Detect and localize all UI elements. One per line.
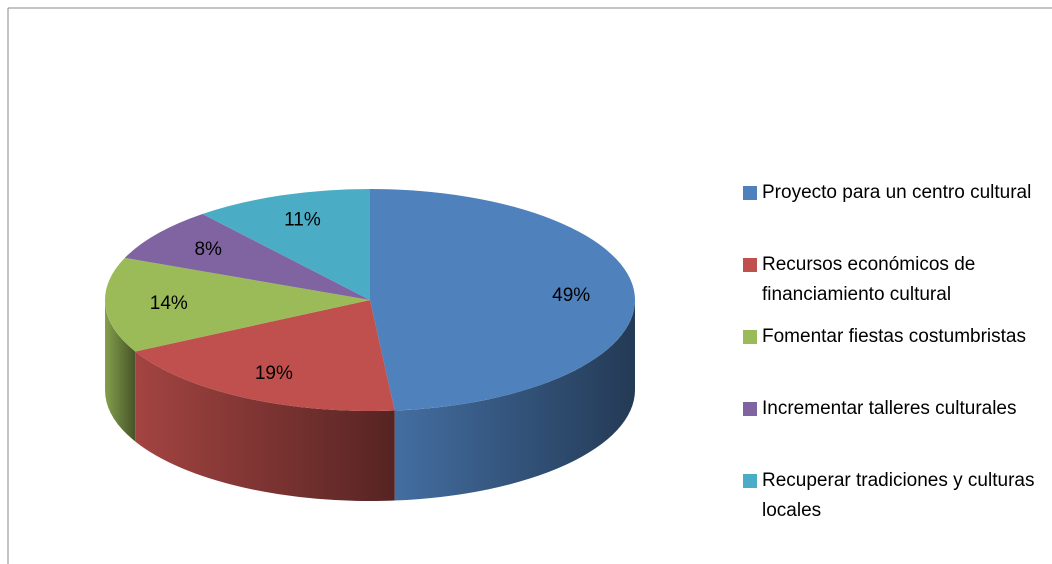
data-label: 19% (255, 363, 293, 384)
pie-side (105, 300, 136, 442)
pie-slice (135, 300, 395, 412)
pie-slice (124, 213, 370, 300)
legend-entry: Recursos económicos de financiamiento cu… (762, 254, 976, 305)
data-label: 8% (194, 239, 222, 260)
legend-label: Fomentar fiestas costumbristas (762, 326, 1026, 347)
legend-label: Proyecto para un centro cultural (762, 182, 1032, 203)
pie-slice (105, 257, 370, 352)
pie-side (135, 351, 395, 501)
legend-entry: Incrementar talleres culturales (762, 398, 1017, 419)
legend-label: Recuperar tradiciones y culturas locales (762, 470, 1035, 521)
data-label: 14% (150, 293, 188, 314)
legend-entry: Proyecto para un centro cultural (762, 182, 1032, 203)
legend-entry: Fomentar fiestas costumbristas (762, 326, 1026, 347)
legend-swatch (743, 402, 757, 416)
pie-side (394, 300, 635, 501)
data-label: 49% (552, 285, 590, 306)
legend-swatch (743, 474, 757, 488)
legend-label: Recursos económicos de financiamiento cu… (762, 254, 976, 305)
pie-slice (370, 189, 636, 411)
legend-swatch (743, 258, 757, 272)
legend-swatch (743, 330, 757, 344)
data-label: 11% (284, 210, 321, 231)
legend-label: Incrementar talleres culturales (762, 398, 1017, 419)
legend-swatch (743, 186, 757, 200)
legend-entry: Recuperar tradiciones y culturas locales (762, 470, 1035, 521)
pie-slice (202, 189, 370, 300)
